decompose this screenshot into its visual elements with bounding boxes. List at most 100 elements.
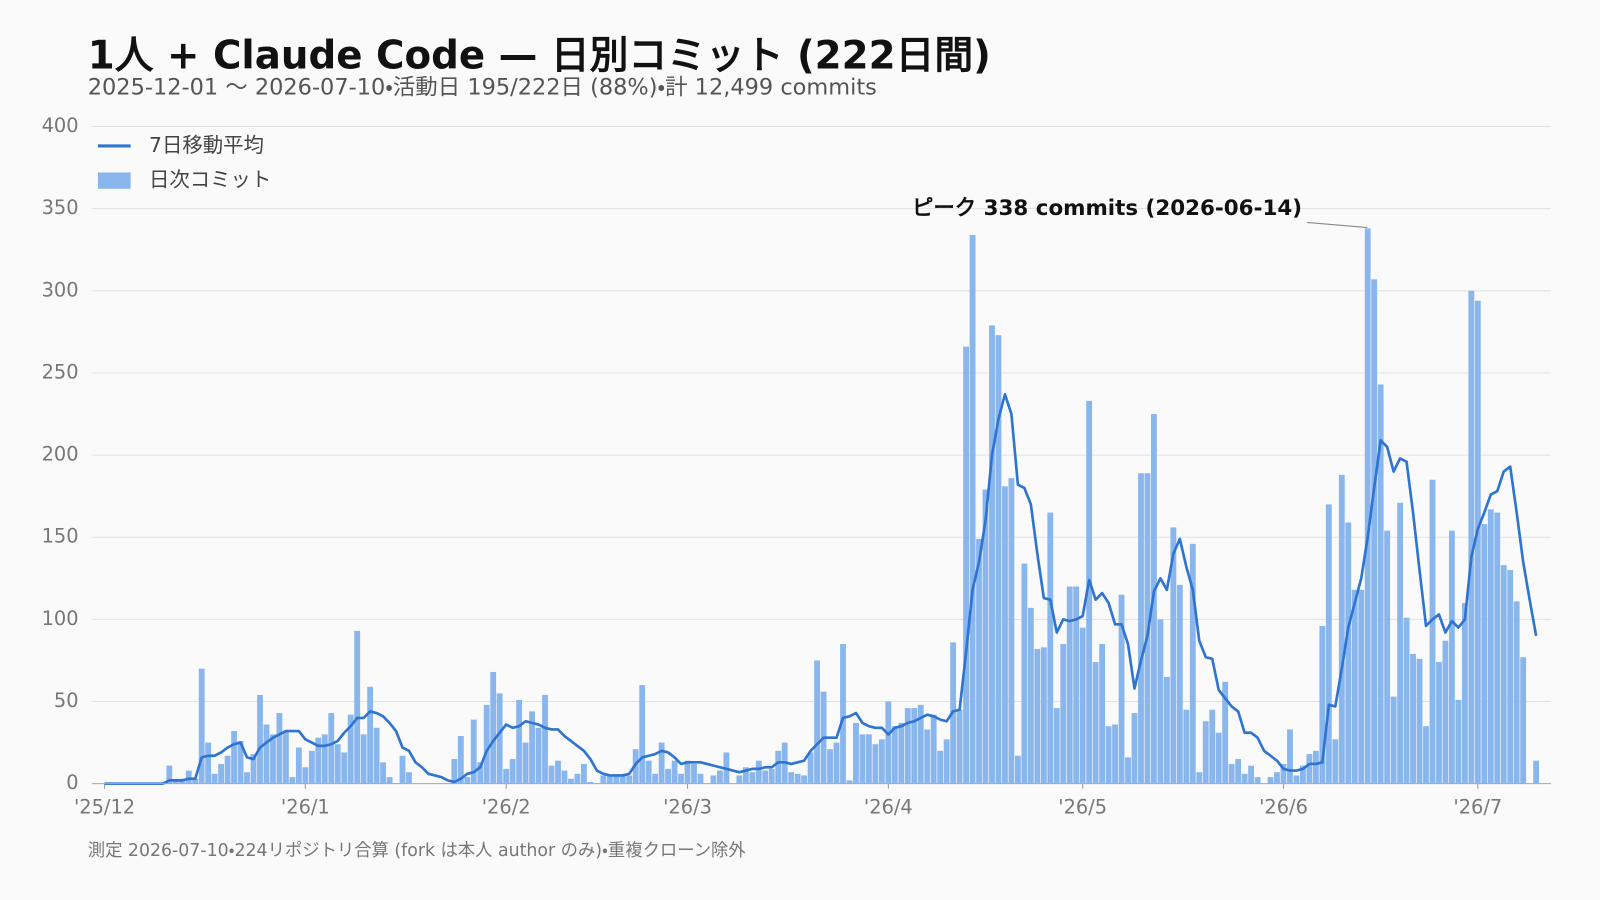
bar <box>684 760 691 784</box>
bar <box>302 767 309 784</box>
bar <box>658 742 665 784</box>
bar <box>172 780 179 784</box>
y-tick-label: 400 <box>42 114 79 137</box>
bar <box>1410 653 1416 784</box>
bar <box>846 780 853 784</box>
bar <box>1157 619 1164 784</box>
bar <box>742 767 749 784</box>
y-tick-label: 350 <box>42 196 79 219</box>
bar <box>1332 739 1339 784</box>
bar <box>1461 602 1468 784</box>
bar <box>1397 502 1404 784</box>
bar <box>1520 657 1527 784</box>
bar <box>1014 755 1021 784</box>
bar <box>1436 662 1442 784</box>
bar <box>477 762 484 784</box>
bar <box>930 714 937 784</box>
bar <box>924 729 931 784</box>
bar <box>1228 763 1235 784</box>
y-tick-label: 100 <box>42 607 79 630</box>
bar <box>1215 732 1222 784</box>
bar <box>198 668 205 784</box>
bar <box>865 734 872 784</box>
bar <box>943 739 950 784</box>
bar <box>205 742 212 784</box>
bar <box>244 772 250 784</box>
bar <box>574 773 581 784</box>
bar <box>1118 594 1125 784</box>
bar <box>1125 757 1131 784</box>
bar <box>1170 527 1177 784</box>
legend-swatch <box>97 172 131 189</box>
bar <box>373 727 380 784</box>
bar <box>1403 617 1410 784</box>
bar <box>509 759 516 784</box>
bar <box>1235 759 1242 784</box>
bar <box>490 671 497 784</box>
bar <box>995 335 1002 784</box>
chart-subtitle: 2025-12-01 〜 2026-07-10・活動日 195/222日 (88… <box>88 74 877 100</box>
bar <box>1474 300 1481 784</box>
bar <box>1358 589 1365 784</box>
bar <box>516 699 523 784</box>
bar <box>1429 479 1436 784</box>
bar <box>568 778 574 784</box>
legend-label: 7日移動平均 <box>149 133 264 157</box>
bar <box>1371 279 1378 784</box>
bar <box>840 644 846 784</box>
bar <box>308 750 315 784</box>
bar <box>399 755 406 784</box>
bar <box>1306 754 1313 784</box>
bar <box>1533 760 1540 784</box>
chart-footer: 測定 2026-07-10・224リポジトリ合算 (fork は本人 autho… <box>88 841 747 861</box>
bar <box>768 768 775 784</box>
bar <box>1280 763 1287 784</box>
bar <box>341 752 348 784</box>
bar <box>587 782 594 784</box>
bar <box>1468 290 1475 784</box>
bar <box>548 765 555 784</box>
bar <box>1086 400 1093 784</box>
chart-title: 1人 + Claude Code — 日別コミット (222日間) <box>88 34 991 79</box>
x-tick-label: '26/2 <box>482 796 531 819</box>
x-tick-label: '25/12 <box>74 796 135 819</box>
bar <box>762 770 769 784</box>
bar <box>555 760 561 784</box>
bar <box>898 722 905 784</box>
bar <box>1487 509 1494 784</box>
bar <box>263 724 270 784</box>
y-tick-label: 150 <box>42 525 79 548</box>
bar <box>522 742 529 784</box>
bar <box>833 742 840 784</box>
bar <box>976 538 982 784</box>
bar <box>386 777 393 784</box>
bar <box>224 755 231 784</box>
bar <box>697 773 704 784</box>
bar <box>917 704 924 784</box>
y-tick-label: 50 <box>54 689 79 712</box>
bar <box>1040 647 1047 784</box>
bar <box>367 686 374 784</box>
annotation: ピーク 338 commits (2026-06-14) <box>912 196 1302 221</box>
bar <box>755 760 762 784</box>
bar <box>1138 473 1144 784</box>
bar <box>1377 384 1384 784</box>
bar <box>1513 601 1520 784</box>
bar <box>1325 504 1332 784</box>
bar <box>1300 765 1306 784</box>
bar <box>1481 524 1488 784</box>
bar <box>295 747 302 784</box>
bar <box>1390 696 1397 784</box>
bar <box>904 708 911 784</box>
bar <box>1060 644 1067 784</box>
bar <box>632 749 639 784</box>
y-tick-label: 0 <box>66 771 78 794</box>
bar <box>691 763 697 784</box>
bar <box>982 489 989 784</box>
bar <box>451 759 458 784</box>
bar <box>483 704 490 784</box>
bar <box>1196 772 1203 784</box>
bar <box>814 660 821 784</box>
bar <box>626 775 633 784</box>
